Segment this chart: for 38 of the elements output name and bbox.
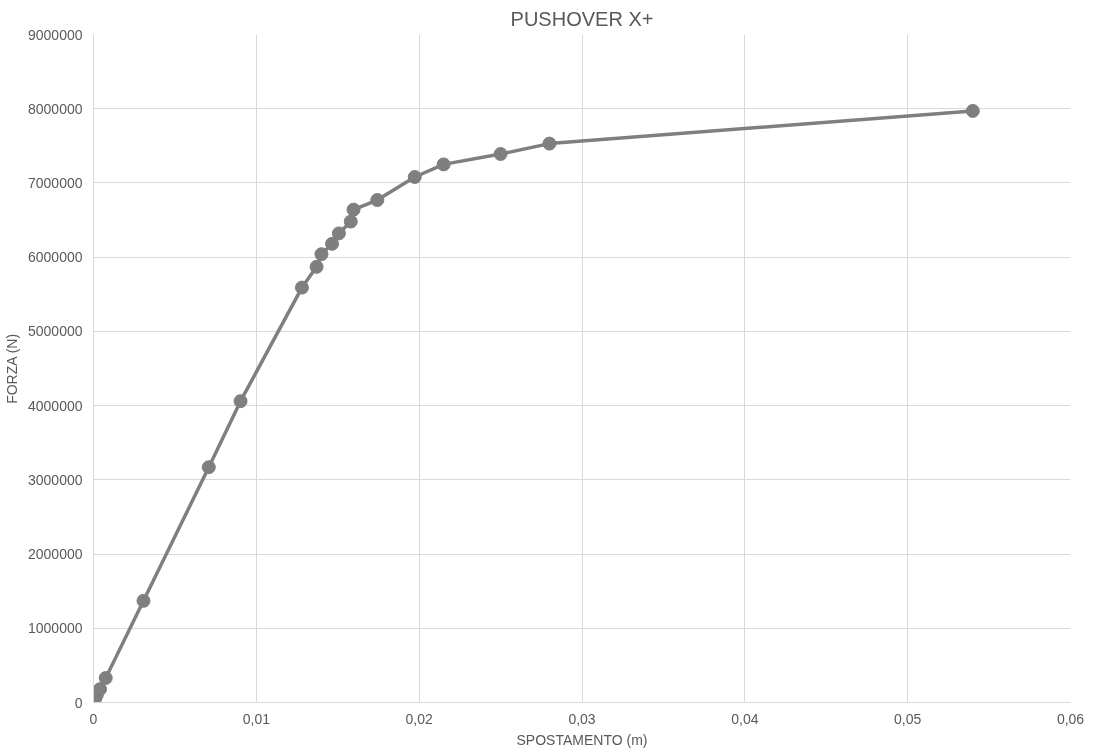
- point: [233, 394, 248, 409]
- point: [542, 136, 557, 151]
- point: [98, 671, 113, 685]
- chart-title: PUSHOVER X+: [510, 7, 654, 30]
- point: [93, 682, 108, 697]
- point: [136, 593, 151, 608]
- point: [965, 103, 980, 118]
- y-tick-label: 7000000: [28, 174, 83, 191]
- point: [331, 226, 346, 241]
- x-tick-label: 0,02: [405, 710, 433, 727]
- point: [343, 214, 358, 229]
- point: [436, 157, 451, 172]
- y-tick-label: 0: [74, 694, 83, 711]
- y-tick-label: 6000000: [28, 249, 83, 266]
- point: [407, 170, 422, 184]
- point: [309, 259, 324, 274]
- y-tick-label: 9000000: [28, 26, 83, 43]
- y-tick-label: 8000000: [28, 100, 83, 117]
- y-tick-label: 4000000: [28, 397, 83, 414]
- x-tick-label: 0,01: [242, 710, 271, 727]
- point: [346, 202, 361, 217]
- y-tick-label: 3000000: [28, 471, 83, 488]
- point: [314, 247, 329, 262]
- y-axis-title: FORZA (N): [4, 333, 20, 404]
- point: [201, 460, 216, 475]
- point: [370, 193, 385, 207]
- y-tick-label: 1000000: [28, 620, 83, 637]
- x-tick-label: 0: [89, 710, 98, 727]
- y-tick-label: 2000000: [28, 546, 83, 563]
- x-axis-title: SPOSTAMENTO (m): [516, 731, 648, 748]
- point: [493, 147, 508, 161]
- x-tick-label: 0,05: [894, 710, 922, 727]
- x-tick-label: 0,04: [731, 710, 759, 727]
- point: [325, 236, 340, 251]
- x-tick-label: 0,06: [1056, 710, 1085, 727]
- point: [294, 280, 309, 295]
- x-tick-label: 0,03: [568, 710, 596, 727]
- y-tick-label: 5000000: [28, 323, 83, 340]
